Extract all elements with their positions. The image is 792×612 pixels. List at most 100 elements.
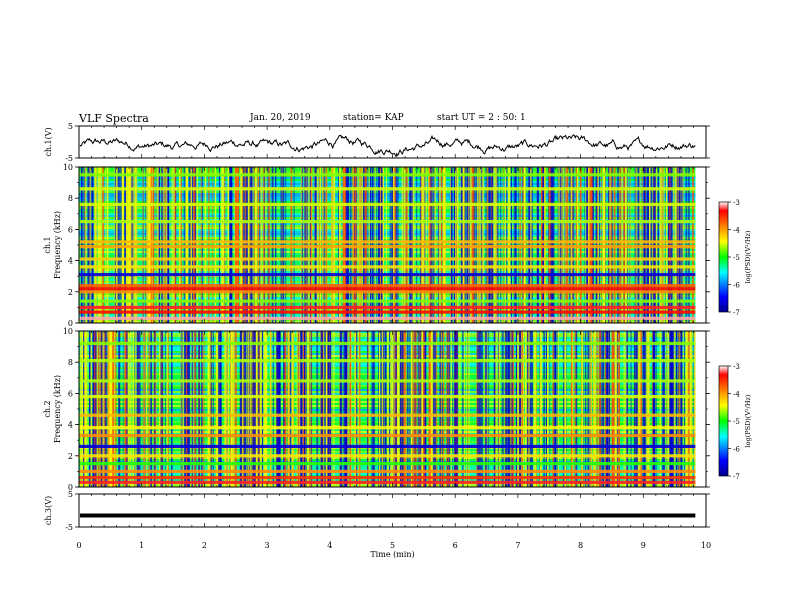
sferic-line — [114, 331, 117, 487]
sferic-line — [684, 331, 686, 487]
sferic-line — [645, 331, 648, 487]
ch3-waveform-frame — [78, 493, 707, 528]
sferic-line — [263, 331, 265, 487]
sferic-line — [125, 331, 128, 487]
sferic-line — [392, 331, 394, 487]
sferic-line — [556, 331, 558, 487]
spectrogram-row — [79, 213, 696, 215]
spectrogram-row — [79, 209, 696, 211]
sferic-line — [476, 331, 478, 487]
spectrogram-row — [79, 217, 696, 219]
sferic-line — [611, 331, 614, 487]
band-line — [79, 187, 696, 191]
sferic-line — [296, 331, 298, 487]
sferic-line — [594, 331, 597, 487]
sferic-line — [407, 331, 409, 487]
sferic-line — [307, 331, 310, 487]
sferic-line — [462, 331, 464, 487]
sferic-line — [215, 331, 218, 487]
sferic-line — [393, 331, 395, 487]
sferic-line — [679, 331, 682, 487]
sferic-line — [224, 331, 227, 487]
sferic-line — [195, 331, 196, 487]
sferic-line — [596, 331, 599, 487]
sferic-line — [308, 331, 311, 487]
sferic-line — [145, 331, 148, 487]
spectrogram-row — [79, 269, 696, 271]
sferic-line — [484, 331, 486, 487]
sferic-line — [128, 331, 130, 487]
sferic-line — [502, 331, 504, 487]
sferic-line — [495, 331, 496, 487]
sferic-line — [104, 331, 106, 487]
sferic-line — [410, 331, 413, 487]
sferic-line — [212, 331, 214, 487]
sferic-line — [661, 331, 663, 487]
band-line — [79, 310, 696, 314]
sferic-line — [414, 331, 416, 487]
sferic-line — [118, 331, 120, 487]
sferic-line — [409, 331, 411, 487]
sferic-line — [442, 331, 443, 487]
sferic-line — [198, 331, 200, 487]
sferic-line — [458, 331, 461, 487]
sferic-line — [599, 331, 601, 487]
sferic-line — [449, 331, 451, 487]
sferic-line — [506, 331, 509, 487]
sferic-line — [484, 331, 486, 487]
sferic-line — [583, 331, 584, 487]
sferic-line — [575, 331, 578, 487]
sferic-line — [297, 331, 300, 487]
sferic-line — [618, 331, 621, 487]
sferic-line — [424, 331, 427, 487]
sferic-line — [226, 331, 228, 487]
spectrogram-row — [79, 239, 696, 241]
band-line — [79, 480, 696, 484]
y-axis-label-line: Frequency (kHz) — [53, 211, 62, 279]
sferic-line — [207, 331, 210, 487]
sferic-line — [327, 331, 330, 487]
spectrogram-row — [79, 321, 696, 323]
sferic-line — [682, 331, 684, 487]
sferic-line — [162, 331, 164, 487]
sferic-line — [127, 331, 129, 487]
sferic-line — [584, 331, 587, 487]
sferic-line — [130, 331, 132, 487]
sferic-line — [417, 331, 419, 487]
sferic-line — [354, 331, 357, 487]
sferic-line — [304, 331, 306, 487]
spectrogram-row — [79, 309, 696, 311]
sferic-line — [496, 331, 498, 487]
x-axis-label: Time (min) — [370, 550, 414, 559]
spectrogram-row — [79, 169, 696, 171]
sferic-line — [97, 331, 100, 487]
sferic-line — [366, 331, 368, 487]
sferic-line — [210, 331, 212, 487]
spectrogram-row — [79, 193, 696, 195]
sferic-line — [144, 331, 146, 487]
y-tick-label: 2 — [68, 288, 73, 297]
sferic-line — [401, 331, 404, 487]
sferic-line — [111, 331, 114, 487]
sferic-line — [630, 331, 632, 487]
sferic-line — [440, 331, 442, 487]
sferic-line — [446, 331, 447, 487]
spectrogram-row — [79, 197, 696, 199]
band-line — [79, 413, 696, 417]
colorbar-tick-label: -7 — [733, 473, 740, 481]
spectrogram-row — [79, 255, 696, 257]
spectrogram-row — [79, 237, 696, 239]
sferic-line — [153, 331, 155, 487]
sferic-line — [675, 331, 678, 487]
sferic-line — [232, 331, 235, 487]
sferic-line — [249, 331, 250, 487]
spectrogram-row — [79, 313, 696, 315]
spectrogram-row — [79, 243, 696, 245]
sferic-line — [216, 331, 219, 487]
spectrogram-row — [79, 281, 696, 283]
sferic-line — [553, 331, 555, 487]
band-line — [79, 290, 696, 294]
band-line — [79, 220, 696, 224]
sferic-line — [310, 331, 313, 487]
colorbar-label: log(PSD)(V²/Hz) — [744, 394, 752, 447]
